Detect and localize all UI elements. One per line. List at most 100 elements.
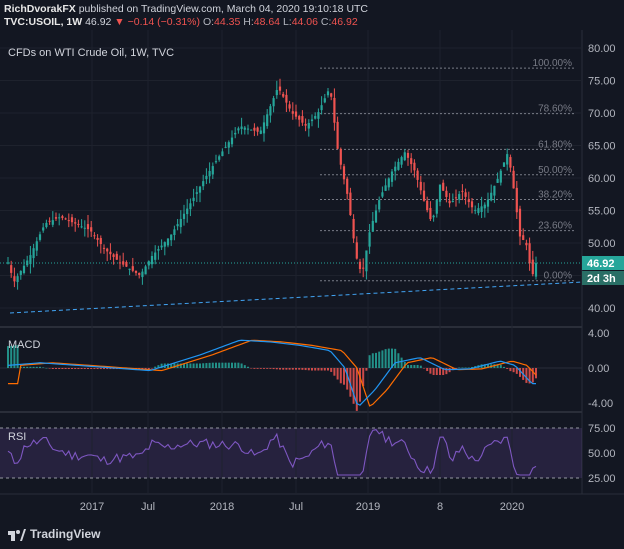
candle-body — [147, 261, 150, 266]
candle-body — [483, 204, 486, 209]
macd-histogram-bar — [179, 363, 182, 368]
last-price-badge-text: 46.92 — [587, 258, 615, 270]
candle-body — [58, 217, 61, 219]
macd-histogram-bar — [13, 345, 16, 368]
macd-histogram-bar — [279, 368, 281, 370]
candle-body — [141, 271, 144, 278]
candle-body — [77, 223, 80, 225]
candle-body — [406, 152, 410, 158]
macd-histogram-bar — [109, 368, 112, 370]
candle-body — [410, 158, 413, 165]
candle-body — [74, 222, 77, 224]
macd-histogram-bar — [90, 368, 93, 370]
candle-body — [106, 248, 109, 252]
candle-body — [166, 238, 170, 246]
candle-body — [528, 243, 531, 264]
fib-level-label: 0.00% — [544, 271, 572, 282]
candle-body — [509, 157, 512, 168]
rsi-label: RSI — [8, 431, 26, 443]
candle-body — [400, 157, 403, 165]
price-change: −0.14 (−0.31%) — [127, 16, 201, 28]
macd-histogram-bar — [170, 363, 173, 368]
symbol-label[interactable]: TVC:USOIL, 1W — [4, 16, 83, 28]
macd-histogram-bar — [359, 368, 361, 402]
candle-body — [38, 234, 42, 240]
candle-body — [352, 218, 355, 239]
candle-body — [112, 254, 115, 257]
rsi-tick-label: 75.00 — [588, 423, 616, 435]
macd-histogram-bar — [387, 348, 390, 368]
macd-histogram-bar — [227, 362, 230, 368]
macd-histogram-bar — [61, 368, 64, 370]
macd-histogram-bar — [275, 368, 278, 370]
macd-histogram-bar — [413, 364, 416, 368]
candle-body — [96, 237, 99, 240]
candle-body — [534, 263, 538, 277]
chart-canvas[interactable]: 100.00% 78.60% 61.80% 50.00% 38.20% 23.60% 0.0… — [0, 30, 624, 518]
brand-name[interactable]: TradingView — [30, 527, 101, 541]
macd-histogram-bar — [503, 366, 505, 368]
macd-histogram-bar — [99, 368, 102, 370]
candle-body — [339, 149, 342, 165]
candle-body — [307, 122, 310, 129]
candle-body — [371, 220, 374, 232]
author-name[interactable]: RichDvorakFX — [4, 3, 76, 15]
candle-body — [413, 162, 416, 171]
candle-body — [118, 262, 122, 264]
candle-body — [32, 248, 35, 259]
macd-histogram-bar — [39, 366, 41, 368]
high-value: 48.64 — [253, 16, 281, 28]
candle-body — [269, 106, 272, 116]
macd-histogram-bar — [407, 364, 409, 368]
ohlc-line: TVC:USOIL, 1W 46.92 ▼ −0.14 (−0.31%) O:4… — [4, 16, 358, 28]
fib-level-label: 100.00% — [533, 58, 573, 69]
candle-body — [480, 206, 483, 212]
candle-body — [275, 90, 278, 96]
macd-histogram-bar — [272, 368, 275, 370]
price-tick-label: 55.00 — [588, 206, 616, 218]
macd-histogram-bar — [429, 368, 432, 374]
fibonacci-retracement[interactable]: 100.00% 78.60% 61.80% 50.00% 38.20% 23.60% 0.0… — [320, 58, 575, 282]
macd-histogram-bar — [410, 364, 413, 368]
macd-histogram-bar — [330, 368, 333, 372]
candle-body — [272, 98, 275, 107]
candle-body — [192, 197, 195, 202]
chart-header: RichDvorakFX published on TradingView.co… — [0, 0, 624, 30]
candle-body — [390, 171, 394, 182]
time-tick-label: 2017 — [80, 501, 104, 513]
macd-histogram-bar — [7, 346, 9, 368]
macd-histogram-bar — [471, 366, 473, 368]
candle-body — [246, 128, 250, 130]
candle-body — [90, 227, 93, 232]
candle-body — [6, 262, 10, 264]
candle-body — [298, 116, 301, 120]
macd-histogram-bar — [336, 368, 339, 380]
macd-histogram-bar — [141, 368, 144, 370]
macd-histogram-bar — [218, 362, 221, 368]
low-value: 44.06 — [291, 16, 318, 28]
macd-histogram-bar — [381, 350, 384, 368]
macd-histogram-bar — [189, 363, 192, 368]
candle-body — [493, 185, 496, 196]
candle-body — [477, 208, 480, 214]
candle-body — [294, 111, 298, 117]
candle-body — [19, 270, 22, 275]
candle-body — [448, 200, 451, 204]
macd-histogram-bar — [439, 368, 441, 376]
trendlines[interactable] — [0, 262, 583, 314]
candle-body — [387, 178, 390, 188]
candle-body — [131, 266, 134, 271]
candle-body — [176, 224, 179, 227]
price-tick-label: 65.00 — [588, 141, 616, 153]
candle-body — [186, 208, 189, 215]
macd-histogram-bar — [467, 367, 470, 368]
candle-body — [237, 128, 240, 131]
rsi-indicator — [7, 429, 537, 476]
macd-histogram-bar — [416, 364, 419, 368]
macd-histogram-bar — [346, 368, 349, 390]
macd-histogram-bar — [58, 368, 61, 370]
time-tick-label: 2018 — [210, 501, 234, 513]
candle-body — [458, 194, 461, 200]
candle-body — [464, 192, 467, 197]
candle-body — [262, 122, 266, 134]
